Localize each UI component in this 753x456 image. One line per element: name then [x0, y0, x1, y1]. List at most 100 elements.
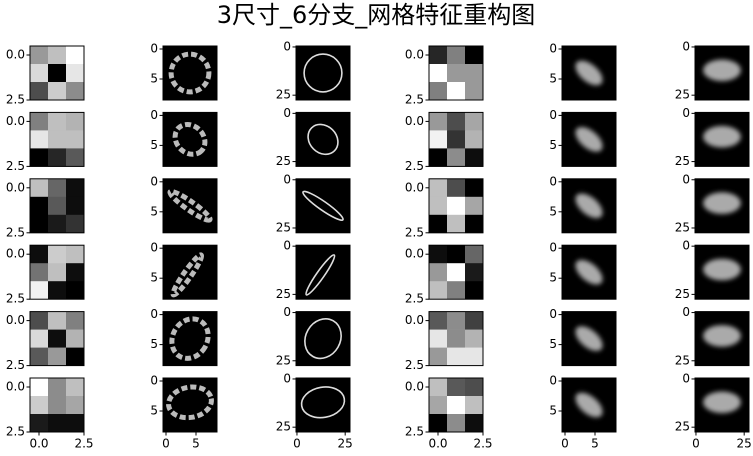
- pixel: [66, 46, 85, 65]
- image: [703, 125, 741, 148]
- x-tick-label: 0.0: [428, 437, 447, 451]
- image: [305, 254, 336, 296]
- pixel: [429, 245, 448, 264]
- pixel: [429, 196, 448, 216]
- stroke-shape: [170, 252, 205, 298]
- subplot: 05: [549, 42, 617, 101]
- y-tick-label: 0: [549, 108, 557, 122]
- pixel: [447, 214, 466, 234]
- y-tick-label: 25: [276, 287, 291, 301]
- axes-frame: [561, 244, 617, 300]
- pixel: [30, 311, 49, 330]
- pixel: [429, 178, 448, 198]
- subplot: 0 25: [675, 305, 750, 367]
- subplot: 0.0 2.5: [6, 244, 85, 306]
- y-tick-label: 0: [682, 371, 690, 385]
- image: [302, 190, 344, 221]
- pixel: [30, 263, 49, 282]
- blob: [575, 60, 603, 86]
- x-tick-label: 25: [338, 437, 353, 451]
- pixel: [465, 214, 484, 234]
- pixel: [66, 414, 85, 433]
- pixel: [66, 64, 85, 83]
- image: [172, 121, 208, 157]
- x-tick-label: 2.5: [74, 437, 93, 451]
- image: [304, 318, 342, 360]
- stroke-shape: [169, 316, 211, 361]
- pixel: [447, 263, 466, 282]
- pixel: [465, 64, 484, 83]
- blob: [575, 127, 603, 152]
- pixel: [429, 148, 448, 167]
- pixel: [429, 329, 448, 348]
- image-background: [296, 112, 350, 167]
- subplot: 0.0 2.5: [6, 45, 85, 107]
- axes-frame: [561, 377, 617, 433]
- y-tick-label: 0: [150, 307, 158, 321]
- figure-title: 3尺寸_6分支_网格特征重构图: [217, 1, 536, 29]
- pixel: [429, 82, 448, 101]
- subplot: 0.0 2.5: [6, 311, 85, 372]
- pixel: [30, 281, 49, 300]
- subplot: 05: [549, 108, 617, 167]
- subplot: 0 25: [675, 239, 750, 301]
- y-tick-label: 25: [675, 88, 690, 102]
- y-tick-label: 0.0: [6, 313, 25, 327]
- y-tick-label: 2.5: [405, 425, 424, 439]
- y-tick-label: 0.0: [405, 247, 424, 261]
- subplot: 0 25: [675, 172, 750, 234]
- stroke-shape: [302, 190, 344, 221]
- pixel: [66, 378, 85, 397]
- y-tick-label: 2.5: [6, 358, 25, 372]
- y-tick-label: 0.0: [6, 380, 25, 394]
- pixel: [465, 378, 484, 397]
- pixel: [66, 82, 85, 101]
- y-tick-label: 0: [682, 106, 690, 120]
- axes-frame: [162, 111, 218, 167]
- image: [307, 123, 339, 156]
- y-tick-label: 0: [283, 371, 291, 385]
- x-tick-label: 2.5: [473, 437, 492, 451]
- pixel: [66, 112, 85, 131]
- y-tick-label: 0: [682, 305, 690, 319]
- subplot: 0 5 0 5: [150, 374, 218, 451]
- pixel: [48, 396, 67, 415]
- x-tick-label: 0: [293, 437, 301, 451]
- y-tick-label: 2.5: [405, 225, 424, 239]
- pixel: [429, 130, 448, 149]
- y-tick-label: 5: [549, 271, 557, 285]
- image: [575, 193, 603, 219]
- pixel: [48, 414, 67, 433]
- pixel: [447, 414, 466, 433]
- subplot: 0.0 2.5: [6, 111, 85, 173]
- pixel: [66, 178, 85, 198]
- pixel: [429, 311, 448, 330]
- pixel: [465, 311, 484, 330]
- y-tick-label: 0: [150, 174, 158, 188]
- image: [703, 325, 741, 347]
- pixel: [48, 263, 67, 282]
- pixel: [447, 46, 466, 65]
- y-tick-label: 25: [276, 420, 291, 434]
- pixel: [66, 281, 85, 300]
- pixel: [429, 112, 448, 131]
- pixel: [30, 378, 49, 397]
- axes-frame: [29, 178, 85, 234]
- pixel: [48, 311, 67, 330]
- y-tick-label: 5: [150, 337, 158, 351]
- pixel: [66, 130, 85, 149]
- pixel: [66, 148, 85, 167]
- image-background: [163, 112, 217, 167]
- pixel: [48, 329, 67, 348]
- pixel: [48, 245, 67, 264]
- blob: [575, 326, 603, 351]
- image-background: [296, 46, 350, 100]
- pixel: [48, 112, 67, 131]
- y-tick-label: 0: [682, 39, 690, 53]
- subplot: 05: [150, 108, 218, 167]
- pixel: [48, 196, 67, 216]
- pixel: [447, 311, 466, 330]
- pixel: [447, 82, 466, 101]
- image: [575, 127, 603, 152]
- image: [170, 252, 205, 298]
